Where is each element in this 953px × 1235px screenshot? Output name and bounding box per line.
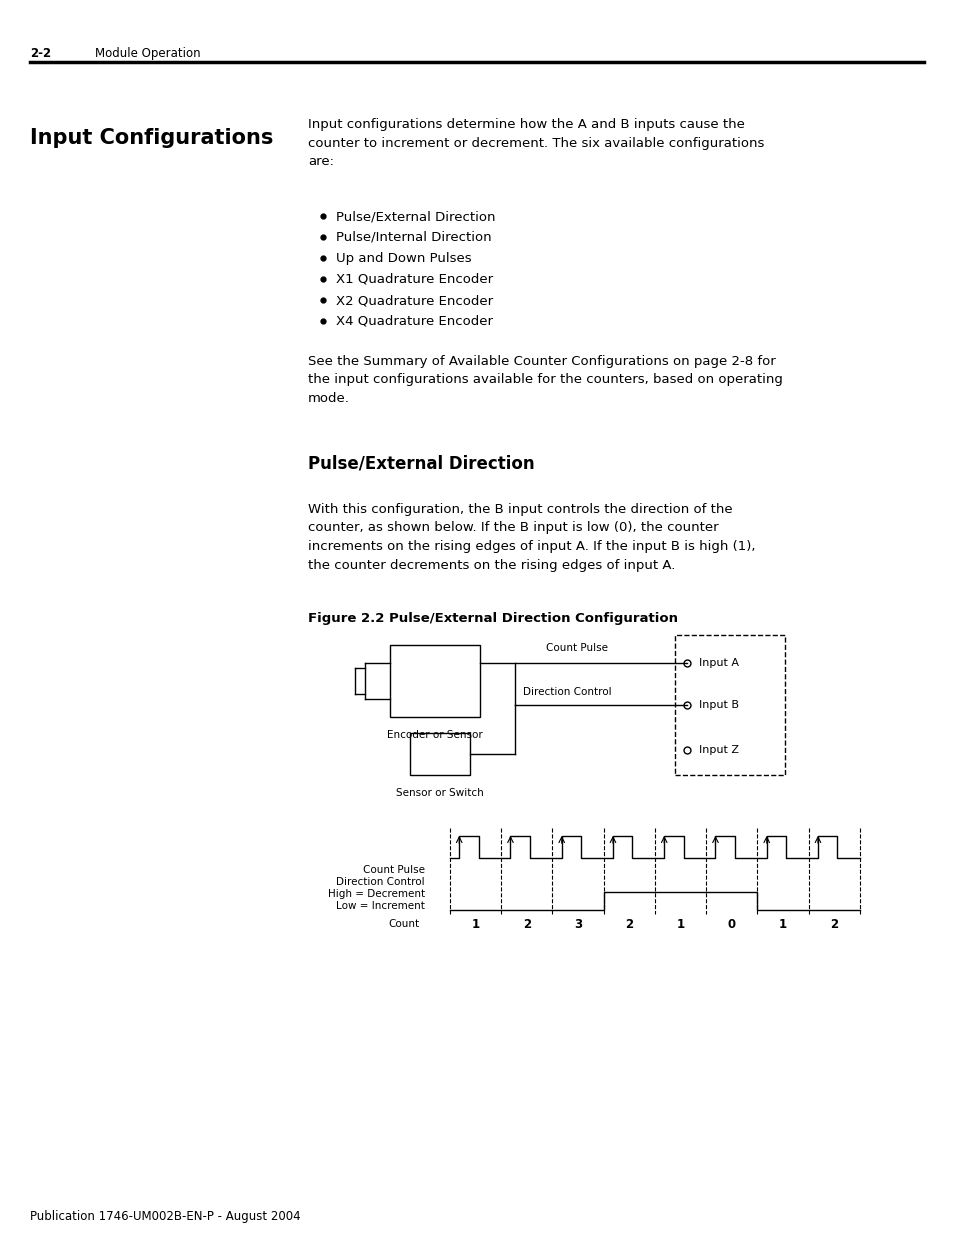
Bar [390,645,479,718]
Text: Sensor or Switch: Sensor or Switch [395,788,483,798]
Text: 0: 0 [727,918,735,930]
Text: Input A: Input A [699,658,739,668]
Text: Direction Control: Direction Control [522,687,611,697]
Text: 1: 1 [471,918,479,930]
Text: 2-2: 2-2 [30,47,51,61]
Text: Input Configurations: Input Configurations [30,128,274,148]
Text: Input Z: Input Z [699,745,739,755]
Text: 1: 1 [779,918,786,930]
Text: High = Decrement: High = Decrement [328,889,424,899]
Text: Direction Control: Direction Control [336,877,424,887]
Text: Pulse/External Direction: Pulse/External Direction [308,454,534,473]
Text: Input B: Input B [699,700,739,710]
Text: Publication 1746-UM002B-EN-P - August 2004: Publication 1746-UM002B-EN-P - August 20… [30,1210,300,1223]
Text: Count: Count [388,919,418,929]
Text: Figure 2.2 Pulse/External Direction Configuration: Figure 2.2 Pulse/External Direction Conf… [308,613,678,625]
Text: 3: 3 [574,918,581,930]
Text: Up and Down Pulses: Up and Down Pulses [335,252,471,266]
Text: Module Operation: Module Operation [95,47,200,61]
Text: Pulse/External Direction: Pulse/External Direction [335,210,495,224]
Text: X1 Quadrature Encoder: X1 Quadrature Encoder [335,273,493,287]
Text: 2: 2 [522,918,531,930]
Bar [675,635,784,776]
Text: X4 Quadrature Encoder: X4 Quadrature Encoder [335,315,493,329]
Text: 1: 1 [676,918,684,930]
Text: Input configurations determine how the A and B inputs cause the
counter to incre: Input configurations determine how the A… [308,119,763,168]
Text: Pulse/Internal Direction: Pulse/Internal Direction [335,231,491,245]
Text: 2: 2 [829,918,838,930]
Bar [410,734,470,776]
Text: Count Pulse: Count Pulse [363,864,424,876]
Text: With this configuration, the B input controls the direction of the
counter, as s: With this configuration, the B input con… [308,503,755,572]
Text: Count Pulse: Count Pulse [546,643,608,653]
Text: Encoder or Sensor: Encoder or Sensor [387,730,482,740]
Text: Low = Increment: Low = Increment [335,902,424,911]
Text: See the Summary of Available Counter Configurations on page 2-8 for
the input co: See the Summary of Available Counter Con… [308,354,782,405]
Text: 2: 2 [624,918,633,930]
Text: X2 Quadrature Encoder: X2 Quadrature Encoder [335,294,493,308]
